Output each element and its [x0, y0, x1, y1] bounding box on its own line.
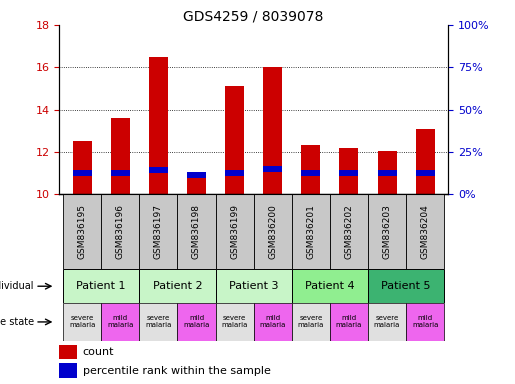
Bar: [301, 146, 320, 194]
Bar: [187, 172, 206, 178]
Text: Patient 5: Patient 5: [382, 281, 431, 291]
Bar: [301, 170, 320, 176]
Bar: [406, 194, 444, 269]
Text: GSM836202: GSM836202: [345, 204, 353, 259]
Bar: [59, 364, 77, 378]
Text: Patient 1: Patient 1: [76, 281, 126, 291]
Text: Patient 3: Patient 3: [229, 281, 279, 291]
Text: GSM836200: GSM836200: [268, 204, 277, 259]
Bar: [73, 141, 92, 194]
Bar: [292, 194, 330, 269]
Bar: [215, 269, 292, 303]
Text: severe
malaria: severe malaria: [374, 315, 400, 328]
Bar: [63, 194, 101, 269]
Text: mild
malaria: mild malaria: [412, 315, 438, 328]
Bar: [177, 303, 215, 341]
Bar: [377, 151, 397, 194]
Bar: [139, 194, 177, 269]
Text: GSM836195: GSM836195: [78, 204, 87, 259]
Text: GSM836196: GSM836196: [116, 204, 125, 259]
Bar: [253, 303, 292, 341]
Bar: [139, 303, 177, 341]
Title: GDS4259 / 8039078: GDS4259 / 8039078: [183, 10, 324, 24]
Bar: [225, 170, 244, 176]
Bar: [416, 170, 435, 176]
Text: count: count: [82, 347, 114, 357]
Bar: [63, 303, 101, 341]
Bar: [215, 194, 253, 269]
Text: mild
malaria: mild malaria: [260, 315, 286, 328]
Bar: [177, 194, 215, 269]
Text: GSM836204: GSM836204: [421, 204, 430, 259]
Bar: [187, 175, 206, 194]
Bar: [339, 170, 358, 176]
Bar: [416, 129, 435, 194]
Text: GSM836199: GSM836199: [230, 204, 239, 259]
Bar: [139, 269, 215, 303]
Text: mild
malaria: mild malaria: [336, 315, 362, 328]
Text: GSM836197: GSM836197: [154, 204, 163, 259]
Bar: [101, 194, 139, 269]
Bar: [111, 118, 130, 194]
Text: individual: individual: [0, 281, 34, 291]
Bar: [406, 303, 444, 341]
Bar: [368, 269, 444, 303]
Bar: [330, 303, 368, 341]
Bar: [377, 170, 397, 176]
Text: mild
malaria: mild malaria: [107, 315, 133, 328]
Bar: [253, 194, 292, 269]
Bar: [215, 303, 253, 341]
Bar: [292, 269, 368, 303]
Bar: [263, 166, 282, 172]
Text: Patient 4: Patient 4: [305, 281, 355, 291]
Bar: [368, 303, 406, 341]
Text: severe
malaria: severe malaria: [69, 315, 95, 328]
Bar: [63, 269, 139, 303]
Text: GSM836198: GSM836198: [192, 204, 201, 259]
Text: Patient 2: Patient 2: [152, 281, 202, 291]
Bar: [225, 86, 244, 194]
Bar: [330, 194, 368, 269]
Bar: [263, 67, 282, 194]
Bar: [149, 57, 168, 194]
Bar: [111, 170, 130, 176]
Text: percentile rank within the sample: percentile rank within the sample: [82, 366, 270, 376]
Text: mild
malaria: mild malaria: [183, 315, 210, 328]
Bar: [149, 167, 168, 173]
Bar: [292, 303, 330, 341]
Text: disease state: disease state: [0, 317, 34, 327]
Text: severe
malaria: severe malaria: [298, 315, 324, 328]
Text: severe
malaria: severe malaria: [145, 315, 171, 328]
Bar: [101, 303, 139, 341]
Bar: [368, 194, 406, 269]
Bar: [59, 345, 77, 359]
Text: severe
malaria: severe malaria: [221, 315, 248, 328]
Text: GSM836201: GSM836201: [306, 204, 315, 259]
Bar: [73, 170, 92, 176]
Text: GSM836203: GSM836203: [383, 204, 391, 259]
Bar: [339, 147, 358, 194]
